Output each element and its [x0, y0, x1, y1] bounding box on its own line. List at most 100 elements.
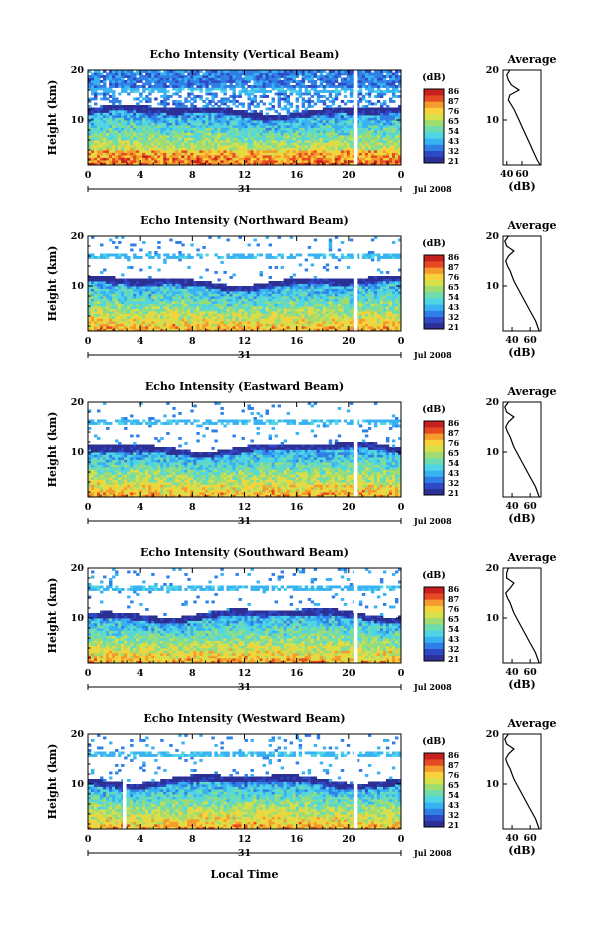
heatmap-cell	[130, 291, 134, 294]
heatmap-cell	[112, 321, 116, 324]
heatmap-cell	[238, 157, 242, 161]
heatmap-cell	[268, 291, 272, 294]
heatmap-cell	[328, 135, 333, 138]
heatmap-cell	[127, 127, 131, 131]
heatmap-cell	[217, 127, 221, 131]
heatmap-cell	[238, 120, 242, 123]
heatmap-cell	[382, 122, 387, 126]
heatmap-cell	[301, 72, 306, 76]
heatmap-cell	[115, 130, 119, 133]
heatmap-cell	[376, 152, 381, 156]
heatmap-cell	[244, 147, 248, 151]
heatmap-cell	[127, 326, 131, 329]
heatmap-cell	[358, 160, 363, 163]
heatmap-cell	[91, 323, 95, 327]
heatmap-cell	[184, 313, 188, 317]
heatmap-cell	[283, 135, 288, 138]
heatmap-cell	[166, 298, 170, 302]
heatmap-cell	[346, 80, 351, 83]
heatmap-cell	[124, 75, 128, 78]
heatmap-cell	[154, 137, 158, 141]
heatmap-cell	[349, 77, 354, 81]
heatmap-cell	[241, 157, 245, 161]
heatmap-cell	[184, 293, 188, 297]
heatmap-cell	[97, 281, 101, 284]
heatmap-cell	[301, 75, 306, 78]
heatmap-cell	[391, 145, 396, 148]
heatmap-cell	[244, 125, 248, 128]
heatmap-cell	[121, 75, 125, 78]
heatmap-cell	[349, 145, 354, 148]
heatmap-cell	[136, 135, 140, 138]
heatmap-cell	[259, 115, 263, 118]
heatmap-cell	[283, 77, 288, 81]
heatmap-cell	[175, 296, 179, 299]
heatmap-cell	[373, 82, 378, 86]
heatmap-cell	[217, 152, 221, 156]
heatmap-cell	[373, 152, 378, 156]
heatmap-cell	[277, 147, 282, 151]
heatmap-cell	[187, 318, 191, 322]
heatmap-cell	[124, 82, 128, 86]
heatmap-cell	[169, 157, 173, 161]
heatmap-cell	[199, 90, 203, 93]
heatmap-cell	[166, 95, 170, 98]
heatmap-cell	[199, 283, 203, 287]
heatmap-cell	[346, 115, 351, 118]
heatmap-cell	[208, 140, 212, 143]
heatmap-cell	[157, 281, 161, 284]
heatmap-cell	[280, 122, 285, 126]
heatmap-cell	[91, 75, 95, 78]
heatmap-cell	[94, 308, 98, 312]
heatmap-cell	[259, 112, 263, 116]
heatmap-cell	[112, 135, 116, 138]
heatmap-cell	[388, 162, 393, 166]
heatmap-cell	[103, 283, 107, 287]
heatmap-cell	[229, 308, 233, 312]
heatmap-cell	[361, 107, 366, 111]
heatmap-cell	[118, 160, 122, 163]
heatmap-cell	[121, 125, 125, 128]
heatmap-cell	[193, 318, 197, 322]
heatmap-cell	[106, 318, 110, 322]
heatmap-cell	[139, 127, 143, 131]
heatmap-cell	[214, 318, 218, 322]
heatmap-cell	[148, 127, 152, 131]
heatmap-cell	[181, 288, 185, 292]
heatmap-cell	[397, 85, 402, 88]
heatmap-cell	[139, 288, 143, 292]
heatmap-cell	[163, 122, 167, 126]
heatmap-cell	[187, 298, 191, 302]
heatmap-cell	[157, 80, 161, 83]
heatmap-cell	[388, 145, 393, 148]
heatmap-cell	[106, 142, 110, 146]
heatmap-cell	[103, 75, 107, 78]
heatmap-cell	[163, 157, 167, 161]
heatmap-cell	[148, 130, 152, 133]
heatmap-cell	[253, 303, 257, 307]
heatmap-cell	[244, 303, 248, 307]
heatmap-cell	[391, 90, 396, 93]
heatmap-cell	[223, 90, 227, 93]
y-tick-label: 10	[71, 115, 85, 126]
heatmap-cell	[340, 122, 345, 126]
heatmap-cell	[91, 150, 95, 153]
heatmap-cell	[247, 291, 251, 294]
heatmap-cell	[322, 95, 327, 98]
heatmap-cell	[298, 142, 303, 146]
heatmap-cell	[376, 70, 381, 73]
heatmap-cell	[121, 142, 125, 146]
heatmap-cell	[118, 107, 122, 111]
heatmap-cell	[340, 135, 345, 138]
heatmap-cell	[394, 117, 399, 121]
heatmap-cell	[169, 328, 173, 332]
heatmap-cell	[193, 301, 197, 304]
heatmap-cell	[388, 110, 393, 113]
heatmap-cell	[241, 110, 245, 113]
heatmap-cell	[154, 162, 158, 166]
heatmap-cell	[328, 85, 333, 88]
heatmap-cell	[241, 298, 245, 302]
heatmap-cell	[133, 306, 137, 309]
heatmap-cell	[124, 296, 128, 299]
heatmap-cell	[259, 75, 263, 78]
